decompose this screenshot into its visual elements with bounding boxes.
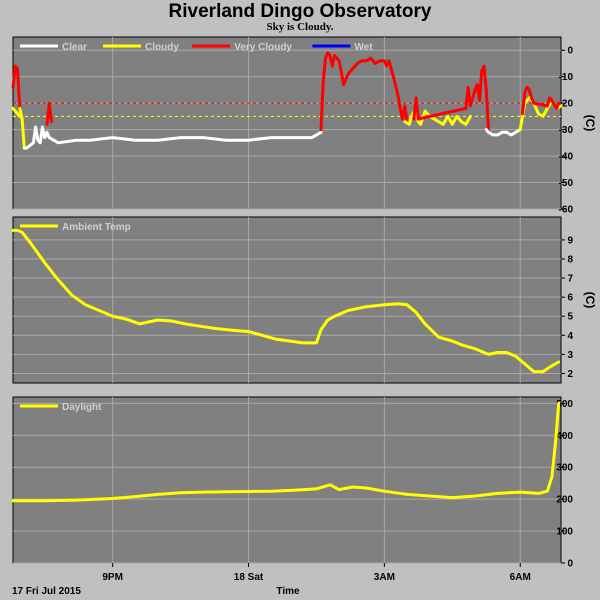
plot-area-ambient xyxy=(12,216,562,384)
y-tick-label: -10 xyxy=(559,72,574,83)
series-line-very-cloudy xyxy=(412,64,490,132)
chart-title: Riverland Dingo Observatory xyxy=(168,1,432,22)
y-tick-label: 0 xyxy=(567,46,573,57)
x-tick-label: 3AM xyxy=(374,572,395,583)
legend-label-ambient-temp: Ambient Temp xyxy=(62,222,131,233)
x-tick-label: 9PM xyxy=(102,572,123,583)
legend-label-clear: Clear xyxy=(62,42,87,53)
y-tick-label: 3 xyxy=(567,350,573,361)
y-tick-label: 100 xyxy=(556,527,573,538)
y-tick-label: 7 xyxy=(567,274,573,285)
y-tick-label: -40 xyxy=(559,152,574,163)
y-tick-label: -30 xyxy=(559,125,574,136)
series-line-cloudy xyxy=(18,106,26,150)
y-tick-label: 4 xyxy=(567,331,573,342)
legend-label-daylight: Daylight xyxy=(62,402,102,413)
x-tick-label: 6AM xyxy=(510,572,531,583)
y-tick-label: 2 xyxy=(567,369,573,380)
y-tick-label: 5 xyxy=(567,312,573,323)
y-tick-label: 300 xyxy=(556,463,573,474)
y-tick-label: -50 xyxy=(559,178,574,189)
y-tick-label: 6 xyxy=(567,293,573,304)
y-tick-label: 9 xyxy=(567,235,573,246)
y-tick-label: 8 xyxy=(567,254,573,265)
x-start-label: 17 Fri Jul 2015 xyxy=(12,586,81,597)
legend-label-wet: Wet xyxy=(354,42,373,53)
legend-label-cloudy: Cloudy xyxy=(145,42,179,53)
legend-label-very-cloudy: Very Cloudy xyxy=(234,42,292,53)
series-line-clear xyxy=(484,128,522,137)
series-line-clear xyxy=(22,125,323,150)
plot-area-sky xyxy=(12,36,562,210)
series-line-very-cloudy xyxy=(319,51,409,132)
y-axis-label: (C) xyxy=(583,115,597,132)
y-tick-label: 500 xyxy=(556,399,573,410)
x-tick-label: 18 Sat xyxy=(234,572,264,583)
series-line-very-cloudy xyxy=(521,85,561,116)
series-line-cloudy xyxy=(11,106,22,118)
x-axis-label: Time xyxy=(276,586,300,597)
y-tick-label: 400 xyxy=(556,431,573,442)
series-line-daylight xyxy=(11,401,561,503)
series-line-ambient-temp xyxy=(11,228,561,374)
series-line-very-cloudy xyxy=(11,64,22,110)
y-tick-label: 0 xyxy=(567,559,573,570)
plot-area-daylight xyxy=(12,396,562,564)
y-tick-label: -20 xyxy=(559,99,574,110)
chart-subtitle: Sky is Cloudy. xyxy=(266,21,334,33)
series-line-very-cloudy xyxy=(45,101,53,126)
y-tick-label: 200 xyxy=(556,495,573,506)
y-axis-label: (C) xyxy=(583,292,597,309)
y-tick-label: -60 xyxy=(559,205,574,216)
